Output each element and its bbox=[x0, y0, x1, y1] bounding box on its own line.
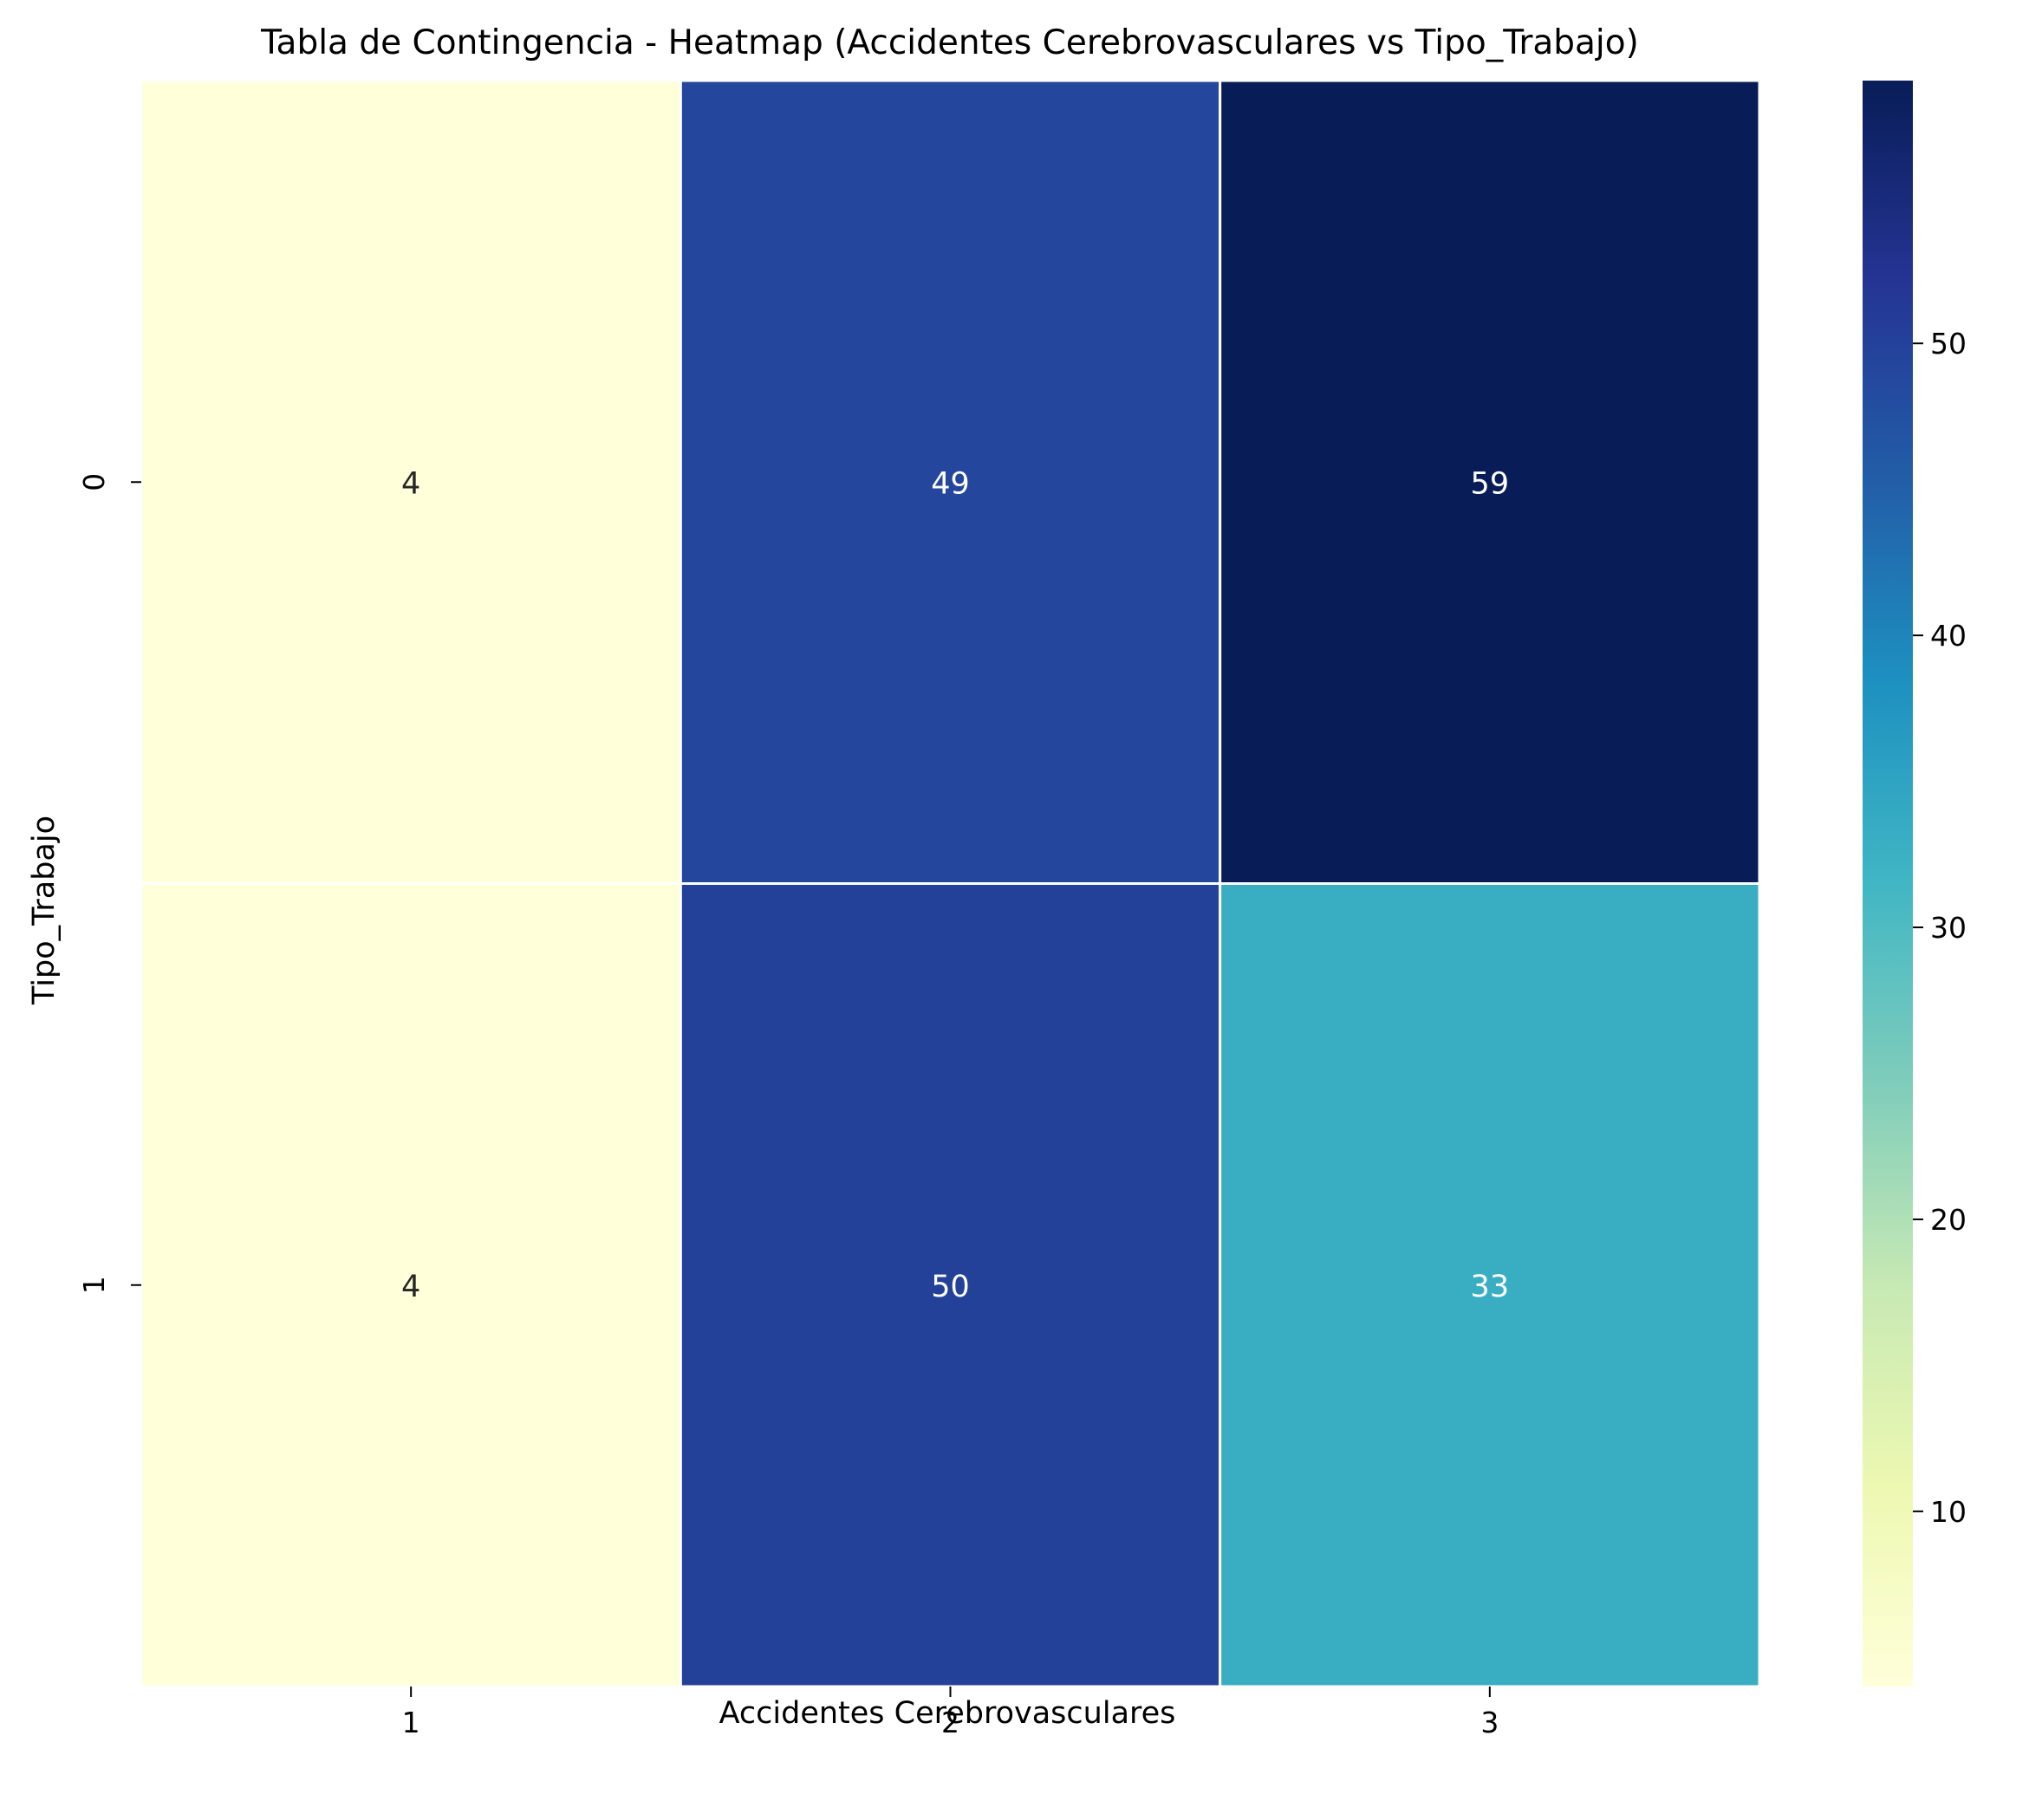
heatmap-cell-1-2 bbox=[679, 882, 1222, 1688]
x-tick-label-2: 2 bbox=[941, 1706, 959, 1739]
colorbar-tick-label-20: 20 bbox=[1930, 1203, 1967, 1237]
heatmap-cell-0-3 bbox=[1219, 79, 1761, 885]
cell-value-1-1: 4 bbox=[401, 1270, 420, 1304]
heatmap-cell-0-2 bbox=[679, 79, 1222, 885]
y-tick-label-1: 1 bbox=[77, 1276, 111, 1294]
colorbar-tick-label-30: 30 bbox=[1930, 911, 1967, 945]
x-tick-label-3: 3 bbox=[1480, 1706, 1499, 1739]
y-axis-label: Tipo_Trabajo bbox=[27, 816, 62, 1005]
colorbar-tick-label-10: 10 bbox=[1930, 1495, 1967, 1529]
colorbar bbox=[1863, 81, 1913, 1687]
chart-title: Tabla de Contingencia - Heatmap (Acciden… bbox=[260, 23, 1639, 62]
colorbar-tick-label-40: 40 bbox=[1930, 619, 1967, 653]
cell-value-0-3: 59 bbox=[1471, 466, 1510, 501]
colorbar-tick-label-50: 50 bbox=[1930, 327, 1967, 361]
x-tick-label-1: 1 bbox=[402, 1706, 420, 1739]
cell-annotations: 4 49 59 4 50 33 bbox=[401, 466, 1509, 1304]
heatmap-cell-0-1 bbox=[140, 79, 682, 885]
heatmap-cells bbox=[140, 79, 1761, 1688]
y-tick-label-0: 0 bbox=[77, 473, 111, 491]
cell-value-1-3: 33 bbox=[1471, 1270, 1510, 1304]
x-axis-label: Accidentes Cerebrovasculares bbox=[719, 1696, 1176, 1731]
heatmap-cell-1-1 bbox=[140, 882, 682, 1688]
x-axis: 1 2 3 bbox=[402, 1687, 1499, 1739]
cell-value-0-2: 49 bbox=[931, 466, 970, 501]
cell-value-1-2: 50 bbox=[931, 1270, 970, 1304]
heatmap-cell-1-3 bbox=[1219, 882, 1761, 1688]
cell-value-0-1: 4 bbox=[401, 466, 420, 501]
colorbar-axis: 10 20 30 40 50 bbox=[1913, 327, 1967, 1529]
y-axis: 01 bbox=[77, 473, 141, 1294]
